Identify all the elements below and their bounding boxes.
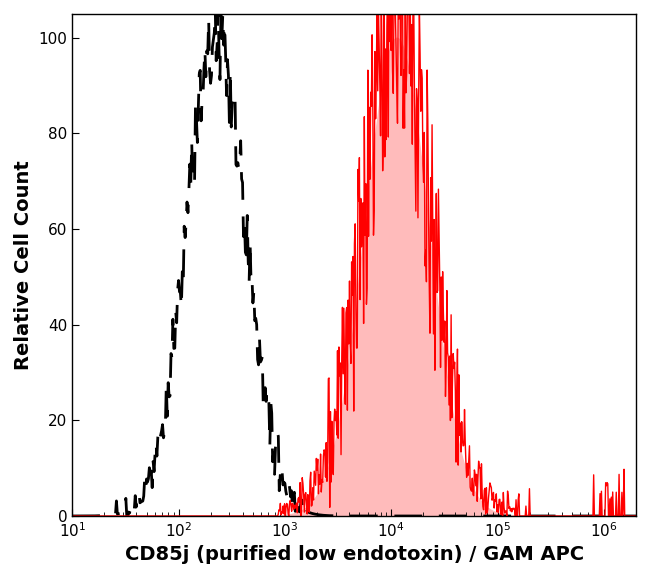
X-axis label: CD85j (purified low endotoxin) / GAM APC: CD85j (purified low endotoxin) / GAM APC [125, 545, 584, 564]
Y-axis label: Relative Cell Count: Relative Cell Count [14, 160, 33, 370]
